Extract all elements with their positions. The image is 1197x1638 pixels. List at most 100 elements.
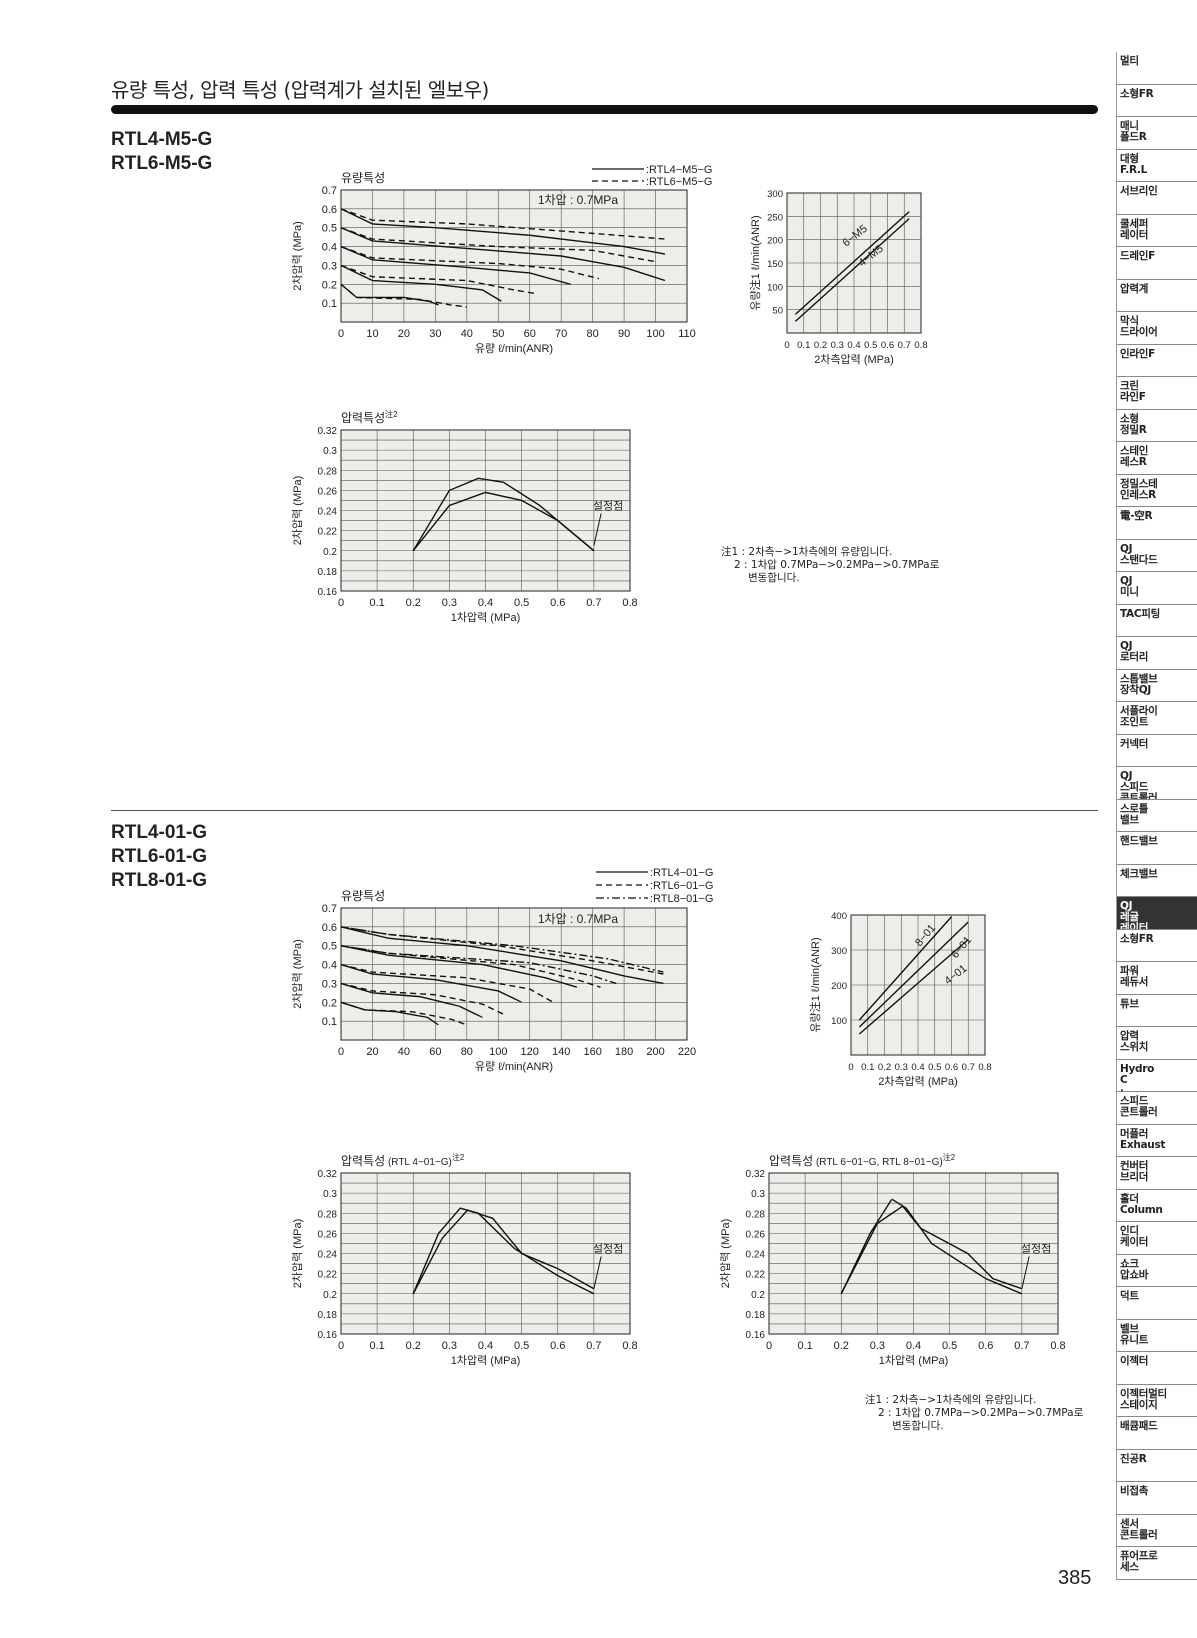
sidebar-item[interactable]: 정밀스테 인레스R	[1117, 475, 1197, 507]
x-tick-label: 0.3	[442, 597, 457, 609]
sidebar-item[interactable]: 스로틀 밸브	[1117, 800, 1197, 832]
x-tick-label: 160	[583, 1046, 601, 1058]
series-line	[858, 938, 969, 1035]
y-tick-label: 0.3	[323, 1189, 337, 1200]
sidebar-item[interactable]: 스테인 레스R	[1117, 442, 1197, 475]
sidebar-item[interactable]: 쇼크 압쇼바	[1117, 1255, 1197, 1287]
sidebar-item[interactable]: QJ 레귤 레이터	[1117, 897, 1197, 930]
x-axis-label: 2차측압력 (MPa)	[878, 1075, 958, 1088]
set-point-label: 설정점	[1021, 1242, 1051, 1255]
sidebar-item[interactable]: 매니 폴드R	[1117, 117, 1197, 150]
x-tick-label: 0.6	[550, 597, 565, 609]
x-tick-label: 60	[524, 328, 536, 340]
x-tick-label: 10	[366, 328, 378, 340]
sidebar-item[interactable]: 스톱밸브 장착QJ	[1117, 670, 1197, 702]
page-title: 유량 특성, 압력 특성 (압력계가 설치된 엘보우)	[111, 78, 489, 102]
x-tick-label: 0.5	[514, 597, 529, 609]
y-tick-label: 0.28	[318, 1209, 338, 1220]
sidebar-item[interactable]: 파워 레듀서	[1117, 962, 1197, 995]
sidebar-item[interactable]: 막식 드라이어	[1117, 312, 1197, 345]
sidebar-item[interactable]: 압력 스위치	[1117, 1027, 1197, 1060]
sidebar-item[interactable]: 체크밸브	[1117, 865, 1197, 897]
y-tick-label: 250	[767, 212, 783, 223]
x-tick-label: 0	[338, 1340, 344, 1352]
sidebar-item[interactable]: 소형 정밀R	[1117, 410, 1197, 442]
sidebar-item[interactable]: 서브리인	[1117, 182, 1197, 215]
y-tick-label: 0.3	[323, 446, 337, 457]
x-tick-label: 0.4	[847, 340, 860, 351]
sidebar-item[interactable]: 소형FR	[1117, 85, 1197, 117]
note-line: 2 : 1차압 0.7MPa−>0.2MPa−>0.7MPa로	[878, 1407, 1084, 1419]
sidebar-item[interactable]: 대형 F.R.L	[1117, 150, 1197, 182]
x-tick-label: 0.8	[914, 340, 927, 351]
flow-chart-m5: 0 10 20 30 40 50 60 70 80 90 100 110 0.1 0.2 0.3 0.4 0.5…	[291, 164, 712, 355]
x-tick-label: 180	[615, 1046, 633, 1058]
sidebar-item[interactable]: QJ 스탠다드	[1117, 540, 1197, 572]
series-line	[340, 926, 664, 985]
sidebar-item[interactable]: 머플러 Exhaust	[1117, 1125, 1197, 1157]
sidebar-item[interactable]: 인라인F	[1117, 345, 1197, 377]
sidebar-item[interactable]: 드레인F	[1117, 247, 1197, 280]
sidebar-item[interactable]: QJ 스피드 콘트롤러	[1117, 767, 1197, 800]
sidebar-item[interactable]: 핸드밸브	[1117, 832, 1197, 865]
chart-title: 압력특성注2	[341, 409, 398, 425]
y-tick-label: 0.24	[318, 1250, 338, 1261]
y-tick-label: 0.2	[323, 1290, 337, 1301]
y-tick-label: 0.18	[318, 567, 338, 578]
sidebar-item[interactable]: 커넥터	[1117, 735, 1197, 767]
sidebar-item[interactable]: 쿨세퍼 레이터	[1117, 215, 1197, 247]
y-tick-label: 0.32	[318, 1169, 338, 1180]
sidebar-item[interactable]: 벨브 유니트	[1117, 1320, 1197, 1352]
x-tick-label: 0.8	[1050, 1340, 1065, 1352]
sidebar-item[interactable]: 電-空R	[1117, 507, 1197, 540]
x-tick-label: 0.8	[622, 597, 637, 609]
x-axis-label: 1차압력 (MPa)	[451, 611, 520, 624]
sidebar-item[interactable]: 컨버터 브리더	[1117, 1157, 1197, 1190]
sidebar-item[interactable]: 센서 콘트롤러	[1117, 1515, 1197, 1547]
sidebar-item[interactable]: QJ 로터리	[1117, 637, 1197, 670]
y-axis-label: 2차압력 (MPa)	[291, 221, 304, 290]
sidebar-item[interactable]: 진공R	[1117, 1450, 1197, 1482]
sidebar-item[interactable]: 소형FR	[1117, 930, 1197, 962]
sidebar-index: 멀티 소형FR 매니 폴드R 대형 F.R.L 서브리인 쿨세퍼 레이터 드레인F 압력계 막식 드라이…	[1116, 52, 1197, 1580]
sidebar-item[interactable]: TAC피팅	[1117, 605, 1197, 637]
series-line	[340, 963, 554, 1003]
sidebar-item[interactable]: 압력계	[1117, 280, 1197, 312]
x-tick-label: 0.8	[978, 1062, 991, 1073]
x-tick-label: 0.3	[831, 340, 844, 351]
sidebar-item[interactable]: 배큠패드	[1117, 1417, 1197, 1450]
section-divider	[111, 810, 1098, 811]
sidebar-item[interactable]: 멀티	[1117, 52, 1197, 85]
supply-pressure-note: 1차압 : 0.7MPa	[538, 912, 618, 926]
sidebar-item[interactable]: 스피드 콘트롤러	[1117, 1092, 1197, 1125]
chart-title: 압력특성 (RTL 4−01−G)注2	[341, 1152, 465, 1168]
x-tick-label: 0.3	[870, 1340, 885, 1352]
sidebar-item[interactable]: 홀더 Column	[1117, 1190, 1197, 1222]
chart-subtitle: (RTL 4−01−G)	[385, 1157, 452, 1168]
sidebar-item[interactable]: 퓨어프로 세스	[1117, 1547, 1197, 1580]
flow-chart-01: 0 20 40 60 80 100 120 140 160 180 200 220 0.1 0.2 0.3 0…	[291, 867, 713, 1073]
sidebar-item[interactable]: 튜브	[1117, 995, 1197, 1027]
sidebar-item[interactable]: 인디 케이터	[1117, 1222, 1197, 1255]
legend-label: :RTL4−01−G	[650, 867, 713, 879]
sidebar-item[interactable]: QJ 미니	[1117, 572, 1197, 605]
sidebar-item[interactable]: 크린 라인F	[1117, 377, 1197, 410]
y-tick-label: 0.4	[322, 960, 337, 972]
sidebar-item[interactable]: 이젝터	[1117, 1352, 1197, 1385]
y-tick-label: 0.7	[322, 185, 337, 197]
x-tick-label: 0.7	[586, 1340, 601, 1352]
y-tick-label: 0.24	[746, 1250, 766, 1261]
series-line	[340, 945, 578, 988]
sidebar-item[interactable]: 비접촉	[1117, 1482, 1197, 1515]
note-line: 변동합니다.	[748, 572, 800, 584]
sidebar-item[interactable]: 덕트	[1117, 1287, 1197, 1320]
series-line	[340, 283, 468, 308]
sidebar-item[interactable]: 이젝터멀티 스테이지	[1117, 1385, 1197, 1417]
x-tick-label: 0.5	[514, 1340, 529, 1352]
x-tick-label: 0.4	[906, 1340, 921, 1352]
x-axis-label: 1차압력 (MPa)	[879, 1354, 948, 1367]
series-line	[794, 218, 910, 322]
sidebar-item[interactable]: 서플라이 조인트	[1117, 702, 1197, 735]
x-tick-label: 0.2	[878, 1062, 891, 1073]
